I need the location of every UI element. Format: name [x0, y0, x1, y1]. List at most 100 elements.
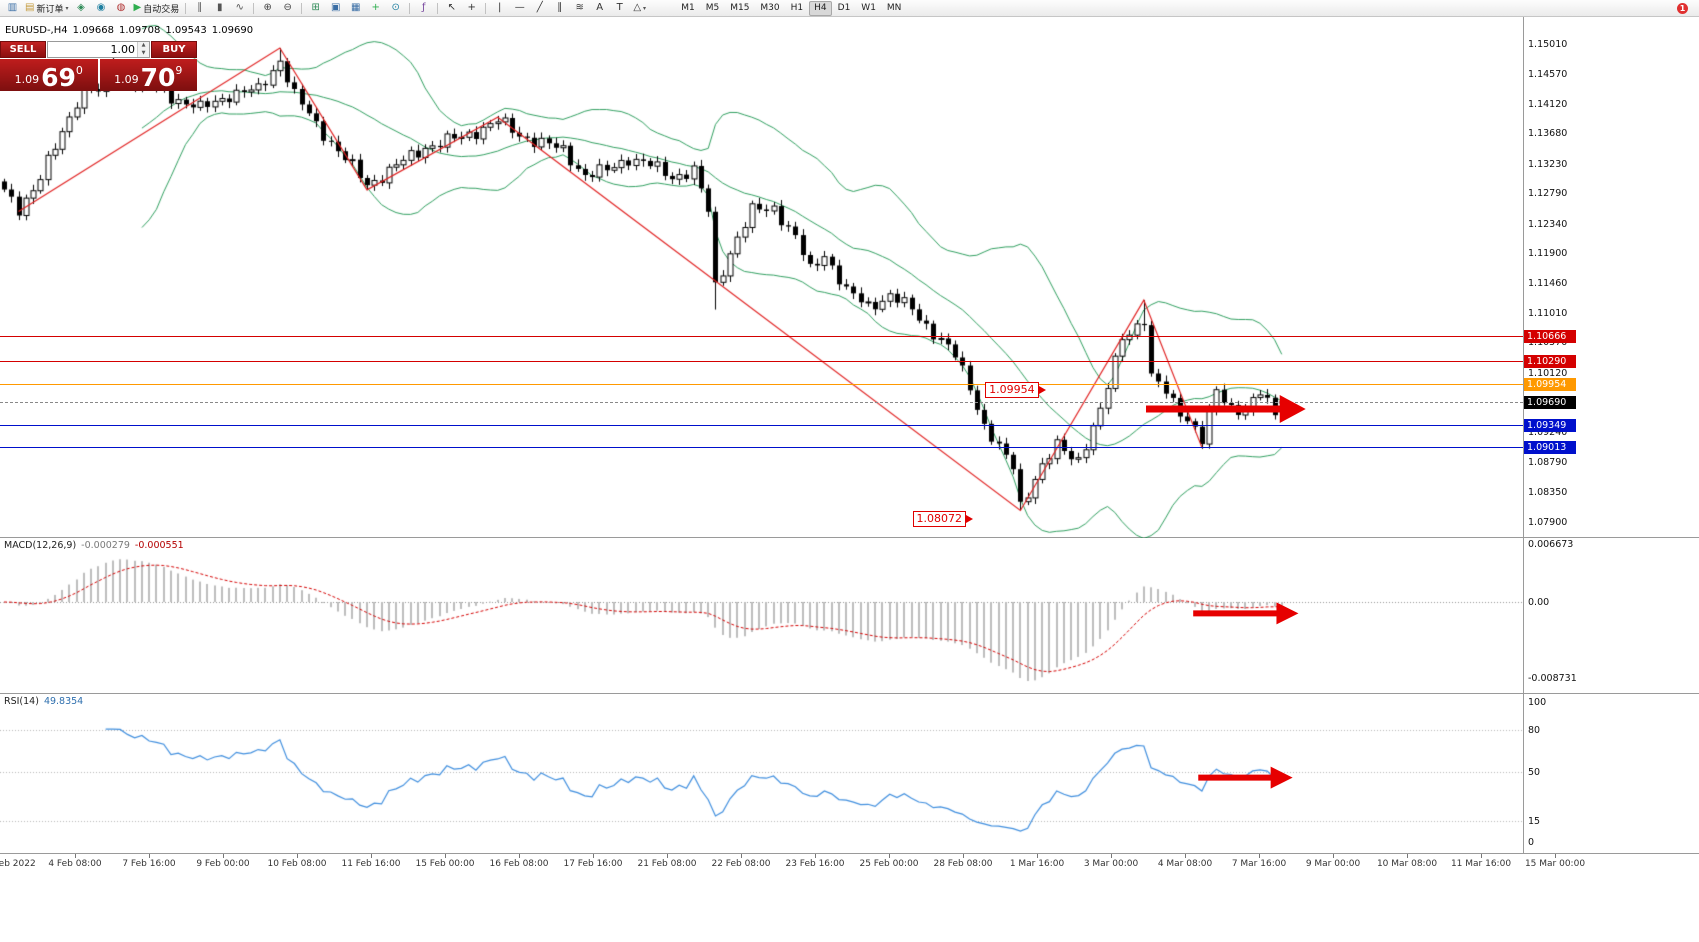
vertical-line-tool-button[interactable]: | [490, 1, 509, 15]
cursor-tool-button[interactable]: ↖ [442, 1, 461, 15]
time-axis-tick [223, 854, 224, 858]
channel-tool-icon: ∥ [557, 2, 563, 13]
new-window-button[interactable]: + [366, 1, 385, 15]
label-tool-button[interactable]: T [610, 1, 629, 15]
timeframe-d1-button[interactable]: D1 [837, 2, 851, 13]
ohlc-open: 1.09668 [72, 25, 114, 36]
buy-button[interactable]: BUY [151, 41, 197, 58]
price-level-line-current-price[interactable] [0, 402, 1523, 403]
indicators-button[interactable]: ƒ [414, 1, 433, 15]
new-chart-icon: ▥ [7, 2, 18, 13]
period-clock-icon: ⊙ [391, 2, 400, 13]
timeframe-m1-button[interactable]: M1 [681, 2, 695, 13]
volume-up-button[interactable]: ▲ [138, 42, 149, 50]
zoom-out-button[interactable]: ⊖ [278, 1, 297, 15]
timeframe-h4-button[interactable]: H4 [809, 0, 832, 16]
crosshair-tool-button[interactable]: + [462, 1, 481, 15]
macd-label: MACD(12,26,9) -0.000279 -0.000551 [4, 540, 184, 551]
time-axis-label: 25 Feb 00:00 [859, 859, 919, 869]
timeframe-m30-button[interactable]: M30 [760, 2, 780, 13]
market-watch-button[interactable]: ◉ [91, 1, 110, 15]
price-level-line-support[interactable] [0, 447, 1523, 448]
zoom-in-button[interactable]: ⊕ [258, 1, 277, 15]
tile-windows-icon: ⊞ [311, 2, 320, 13]
price-level-line-support[interactable] [0, 425, 1523, 426]
autotrading-icon: ▶ [133, 2, 142, 13]
annotation-text: 1.09954 [989, 383, 1035, 397]
price-axis[interactable]: 1.15010 1.14570 1.14120 1.13680 1.13230 1.127… [1524, 17, 1698, 537]
volume-input[interactable] [48, 42, 138, 57]
text-tool-button[interactable]: A [590, 1, 609, 15]
macd-pane: MACD(12,26,9) -0.000279 -0.000551 0.0066… [0, 538, 1699, 694]
cascade-windows-button[interactable]: ▣ [326, 1, 345, 15]
chart-ohlc-info: EURUSD-,H4 1.09668 1.09708 1.09543 1.096… [5, 25, 253, 36]
time-axis-label: 10 Feb 08:00 [267, 859, 327, 869]
line-chart-type-button[interactable]: ∿ [230, 1, 249, 15]
time-axis-label: Feb 2022 [0, 859, 36, 869]
time-axis-tick [593, 854, 594, 858]
rsi-canvas[interactable] [0, 694, 1523, 854]
new-chart-button[interactable]: ▥ [3, 1, 22, 15]
timeframe-w1-button[interactable]: W1 [861, 2, 876, 13]
new-order-button[interactable]: ▤ 新订单 ▾ [23, 1, 70, 15]
time-axis-label: 4 Mar 08:00 [1157, 859, 1213, 869]
macd-signal-value: -0.000551 [134, 540, 184, 551]
horizontal-line-tool-button[interactable]: — [510, 1, 529, 15]
macd-axis-label: 0.00 [1528, 597, 1550, 608]
price-axis-label: 1.14570 [1528, 68, 1568, 80]
scale-separator [1523, 17, 1524, 854]
trendline-tool-button[interactable]: ╱ [530, 1, 549, 15]
timeframe-mn-button[interactable]: MN [886, 2, 902, 13]
time-axis[interactable]: Feb 2022 4 Feb 08:00 7 Feb 16:00 9 Feb 00:0… [0, 854, 1699, 874]
one-click-trading-widget: SELL ▲ ▼ BUY 1.09 69 0 [0, 41, 197, 91]
terminal-panel-button[interactable]: ◍ [111, 1, 130, 15]
buy-price-panel[interactable]: 1.09 70 9 [99, 59, 197, 91]
arrows-tool-button[interactable]: △ ▾ [630, 1, 649, 15]
sell-button[interactable]: SELL [0, 41, 46, 58]
timeframe-m5-button[interactable]: M5 [705, 2, 720, 13]
crosshair-tool-icon: + [467, 2, 476, 13]
candle-chart-type-icon: ▮ [216, 2, 223, 13]
sell-price-panel[interactable]: 1.09 69 0 [0, 59, 98, 91]
price-annotation[interactable]: 1.09954 [985, 382, 1046, 399]
channel-tool-button[interactable]: ∥ [550, 1, 569, 15]
bar-chart-type-button[interactable]: ∥ [190, 1, 209, 15]
arrange-windows-button[interactable]: ▦ [346, 1, 365, 15]
time-axis-tick [1333, 854, 1334, 858]
period-clock-button[interactable]: ⊙ [386, 1, 405, 15]
timeframe-m15-button[interactable]: M15 [730, 2, 750, 13]
rsi-value: 49.8354 [43, 696, 84, 707]
price-level-line-resistance[interactable] [0, 361, 1523, 362]
notifications-badge[interactable]: 1 [1677, 2, 1688, 14]
charts-navigator-button[interactable]: ◈ [71, 1, 90, 15]
timeframe-h1-button[interactable]: H1 [790, 2, 804, 13]
arrows-tool-icon: △ [633, 2, 642, 13]
rsi-axis[interactable]: 100 80 50 15 0 [1524, 694, 1698, 853]
macd-axis[interactable]: 0.006673 0.00 -0.008731 [1524, 538, 1698, 693]
tile-windows-button[interactable]: ⊞ [306, 1, 325, 15]
sell-price-big: 69 [41, 63, 76, 92]
fibonacci-tool-icon: ≋ [575, 2, 584, 13]
macd-canvas[interactable] [0, 538, 1523, 694]
time-axis-tick [1037, 854, 1038, 858]
price-level-line-pivot[interactable] [0, 384, 1523, 385]
charts-navigator-icon: ◈ [77, 2, 85, 13]
volume-down-button[interactable]: ▼ [138, 49, 149, 57]
price-axis-label: 1.11010 [1528, 307, 1568, 319]
zoom-in-icon: ⊕ [263, 2, 272, 13]
time-axis-tick [815, 854, 816, 858]
price-chart-canvas[interactable] [0, 17, 1523, 538]
candle-chart-type-button[interactable]: ▮ [210, 1, 229, 15]
price-level-line-resistance[interactable] [0, 336, 1523, 337]
autotrading-button[interactable]: ▶ 自动交易 [131, 1, 181, 15]
time-axis-label: 28 Feb 08:00 [933, 859, 993, 869]
price-annotation[interactable]: 1.08072 [912, 511, 974, 528]
toolbar-separator [253, 2, 255, 14]
fibonacci-tool-button[interactable]: ≋ [570, 1, 589, 15]
macd-name: MACD(12,26,9) [4, 540, 77, 551]
annotation-arrow-icon [1038, 386, 1046, 395]
annotation-text: 1.08072 [916, 512, 963, 526]
time-axis-label: 11 Mar 16:00 [1450, 859, 1512, 869]
price-axis-label: 1.12790 [1528, 188, 1568, 200]
price-level-tag: 1.09013 [1524, 441, 1576, 455]
